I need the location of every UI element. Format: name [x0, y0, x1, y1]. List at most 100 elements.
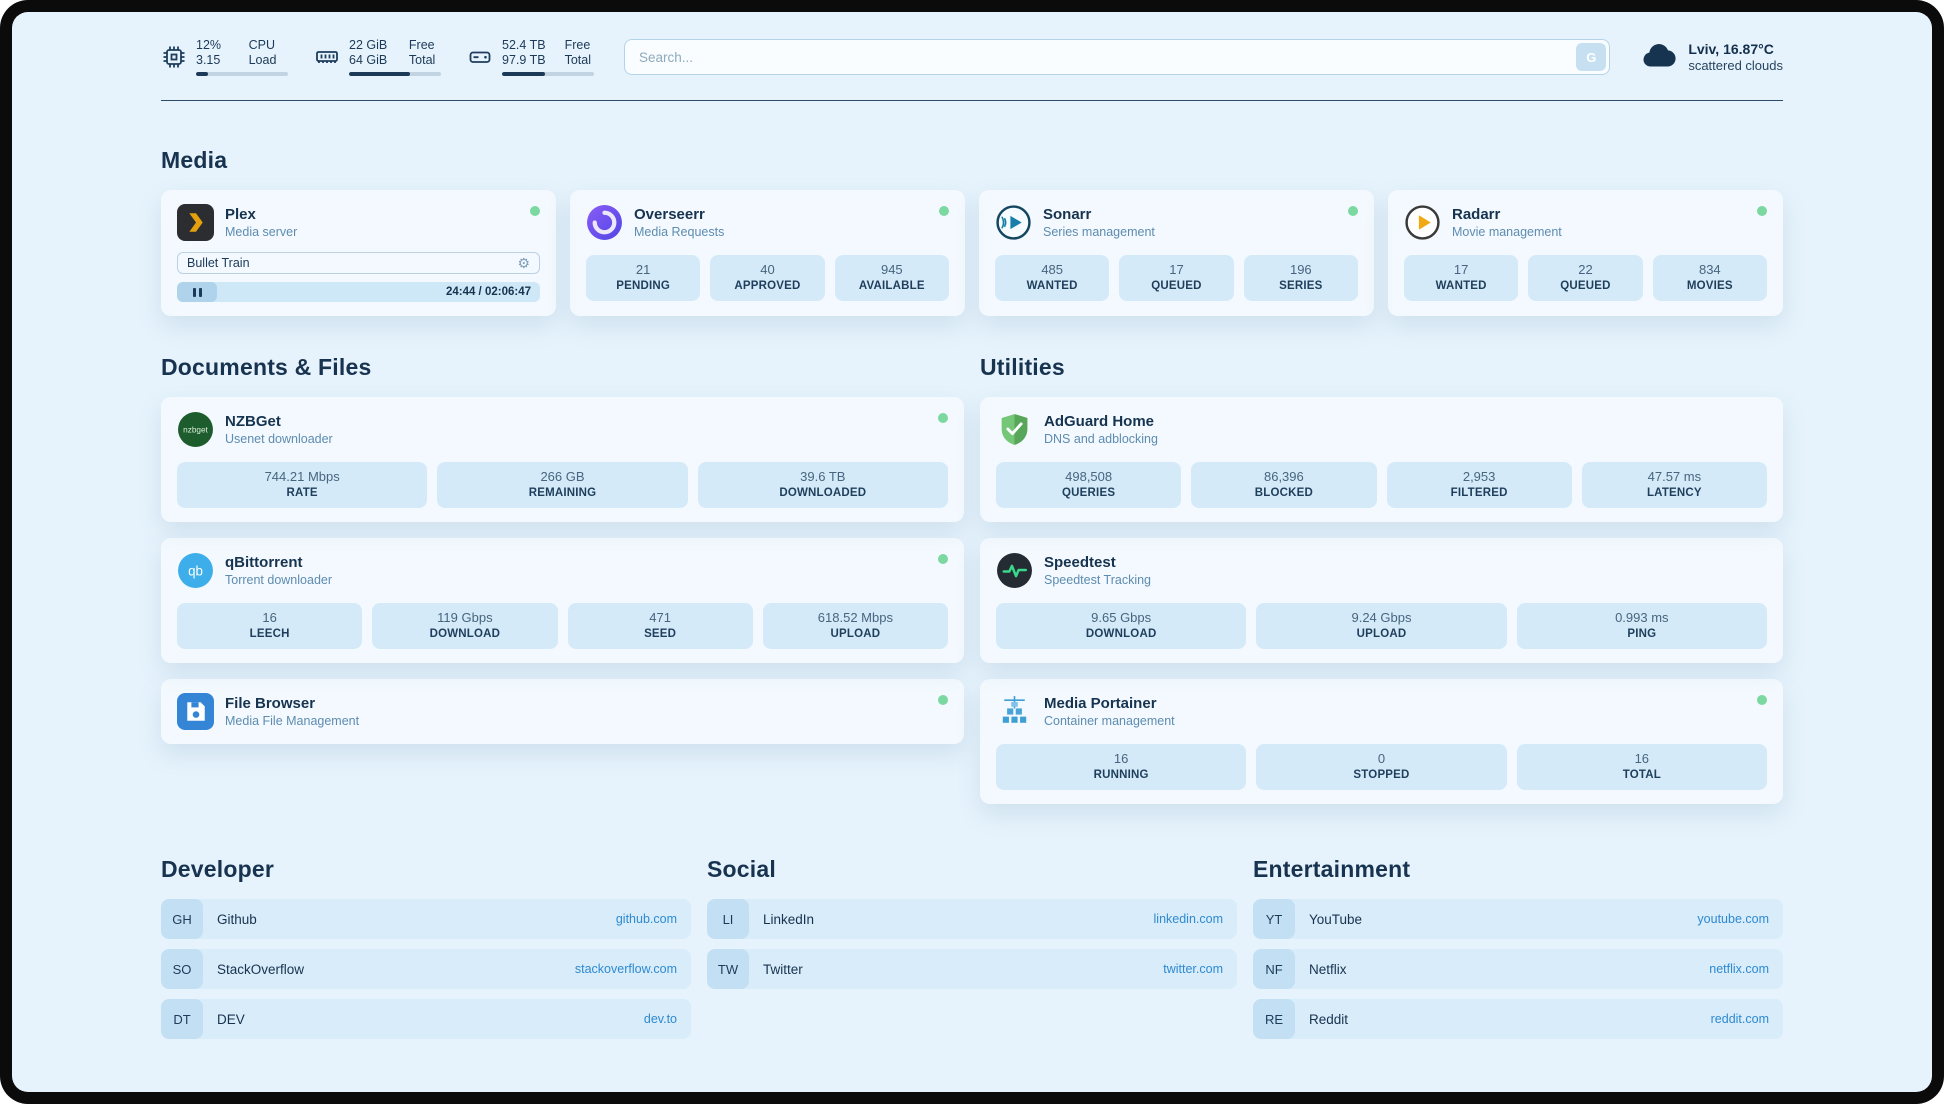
stat-box: 16 LEECH: [177, 603, 363, 649]
bookmark-abbr: GH: [161, 899, 203, 939]
stat-box: 16 RUNNING: [996, 744, 1247, 790]
status-dot: [938, 695, 948, 705]
app-subtitle: Usenet downloader: [225, 432, 333, 446]
app-name: Speedtest: [1044, 554, 1116, 571]
stat-box: 9.24 Gbps UPLOAD: [1256, 603, 1507, 649]
app-card-adguard[interactable]: AdGuard Home DNS and adblocking 498,508 …: [980, 397, 1783, 522]
bookmark-abbr: DT: [161, 999, 203, 1039]
bookmark-reddit[interactable]: RE Reddit reddit.com: [1253, 999, 1783, 1039]
bookmark-name: DEV: [217, 1011, 245, 1027]
cpu-label-2: Load: [248, 53, 277, 67]
app-name: Sonarr: [1043, 206, 1092, 223]
bookmark-linkedin[interactable]: LI LinkedIn linkedin.com: [707, 899, 1237, 939]
bookmark-url: twitter.com: [1163, 962, 1223, 976]
header: 12% CPU 3.15 Load: [161, 12, 1783, 76]
cpu-progress-bar: [196, 72, 288, 76]
disk-icon: [467, 44, 493, 70]
bookmark-name: Reddit: [1309, 1011, 1349, 1027]
disk-total-value: 97.9 TB: [502, 53, 546, 67]
gear-icon[interactable]: ⚙: [517, 255, 530, 271]
bookmark-name: YouTube: [1309, 911, 1363, 927]
bookmark-name: StackOverflow: [217, 961, 305, 977]
app-card-filebrowser[interactable]: File Browser Media File Management: [161, 679, 964, 744]
bookmark-url: dev.to: [643, 1012, 677, 1026]
app-card-overseerr[interactable]: Overseerr Media Requests 21 PENDING 40 A…: [570, 190, 965, 316]
disk-label-1: Free: [564, 38, 591, 52]
entertainment-section-title: Entertainment: [1253, 856, 1411, 882]
app-card-radarr[interactable]: Radarr Movie management 17 WANTED 22 QUE…: [1388, 190, 1783, 316]
stat-box: 17 WANTED: [1404, 255, 1519, 301]
stat-box: 744.21 Mbps RATE: [177, 462, 428, 508]
developer-section-title: Developer: [161, 856, 275, 882]
ram-label-1: Free: [408, 38, 435, 52]
stat-box: 22 QUEUED: [1528, 255, 1643, 301]
app-subtitle: Media server: [225, 225, 298, 239]
app-name: Media Portainer: [1044, 695, 1157, 712]
app-subtitle: Torrent downloader: [225, 573, 333, 587]
status-dot: [1757, 206, 1767, 216]
stat-box: 945 AVAILABLE: [834, 255, 949, 301]
search-input[interactable]: [624, 39, 1611, 75]
system-stats: 12% CPU 3.15 Load: [161, 38, 594, 76]
search: G: [624, 39, 1611, 75]
app-name: Radarr: [1452, 206, 1501, 223]
cpu-usage-value: 12%: [196, 38, 222, 52]
bookmark-name: LinkedIn: [763, 911, 815, 927]
qbittorrent-icon: qb: [177, 552, 214, 589]
header-divider: [161, 100, 1783, 101]
bookmark-abbr: LI: [707, 899, 749, 939]
now-playing-title: Bullet Train: [187, 256, 250, 270]
cpu-load-value: 3.15: [196, 53, 221, 67]
app-subtitle: Speedtest Tracking: [1044, 573, 1152, 587]
stat-box: 119 Gbps DOWNLOAD: [372, 603, 558, 649]
cpu-label-1: CPU: [248, 38, 276, 52]
app-subtitle: Movie management: [1452, 225, 1562, 239]
social-section-title: Social: [707, 856, 776, 882]
app-subtitle: Container management: [1044, 714, 1175, 728]
search-engine-button[interactable]: G: [1576, 43, 1607, 71]
app-card-nzbget[interactable]: nzbget NZBGet Usenet downloader 744.21 M…: [161, 397, 964, 522]
app-card-qbittorrent[interactable]: qb qBittorrent Torrent downloader 16: [161, 538, 964, 663]
stat-box: 834 MOVIES: [1652, 255, 1767, 301]
stat-box: 0 STOPPED: [1256, 744, 1507, 790]
bookmark-github[interactable]: GH Github github.com: [161, 899, 691, 939]
bookmark-dev[interactable]: DT DEV dev.to: [161, 999, 691, 1039]
svg-text:nzbget: nzbget: [183, 426, 208, 435]
cloud-icon: [1640, 40, 1678, 75]
disk-label-2: Total: [564, 53, 591, 67]
stat-box: 17 QUEUED: [1119, 255, 1234, 301]
cpu-icon: [161, 44, 187, 70]
stat-box: 16 TOTAL: [1516, 744, 1767, 790]
bookmark-name: Twitter: [763, 961, 803, 977]
plex-icon: [177, 204, 214, 241]
pause-button[interactable]: [177, 282, 217, 302]
stat-box: 0.993 ms PING: [1516, 603, 1767, 649]
stat-box: 471 SEED: [567, 603, 753, 649]
stat-box: 39.6 TB DOWNLOADED: [697, 462, 948, 508]
utilities-section-title: Utilities: [980, 354, 1065, 380]
app-card-speedtest[interactable]: Speedtest Speedtest Tracking 9.65 Gbps D…: [980, 538, 1783, 663]
app-card-plex[interactable]: Plex Media server Bullet Train ⚙ 24:44 /…: [161, 190, 556, 316]
app-name: NZBGet: [225, 413, 281, 430]
weather-condition: scattered clouds: [1688, 58, 1783, 73]
sonarr-icon: [995, 204, 1032, 241]
media-section-title: Media: [161, 147, 228, 173]
bookmark-url: linkedin.com: [1153, 912, 1223, 926]
app-name: File Browser: [225, 695, 316, 712]
status-dot: [939, 206, 949, 216]
bookmark-abbr: YT: [1253, 899, 1295, 939]
bookmark-url: youtube.com: [1697, 912, 1769, 926]
stat-box: 86,396 BLOCKED: [1191, 462, 1377, 508]
stat-box: 9.65 Gbps DOWNLOAD: [996, 603, 1247, 649]
app-card-sonarr[interactable]: Sonarr Series management 485 WANTED 17 Q…: [979, 190, 1374, 316]
app-card-portainer[interactable]: Media Portainer Container management 16 …: [980, 679, 1783, 804]
section-developer: Developer GH Github github.com SO StackO…: [161, 856, 691, 1049]
ram-free-value: 22 GiB: [349, 38, 388, 52]
bookmark-netflix[interactable]: NF Netflix netflix.com: [1253, 949, 1783, 989]
bookmark-twitter[interactable]: TW Twitter twitter.com: [707, 949, 1237, 989]
documents-section-title: Documents & Files: [161, 354, 372, 380]
bookmark-name: Github: [217, 911, 257, 927]
bookmark-youtube[interactable]: YT YouTube youtube.com: [1253, 899, 1783, 939]
bookmark-stackoverflow[interactable]: SO StackOverflow stackoverflow.com: [161, 949, 691, 989]
cpu-stat: 12% CPU 3.15 Load: [161, 38, 288, 76]
